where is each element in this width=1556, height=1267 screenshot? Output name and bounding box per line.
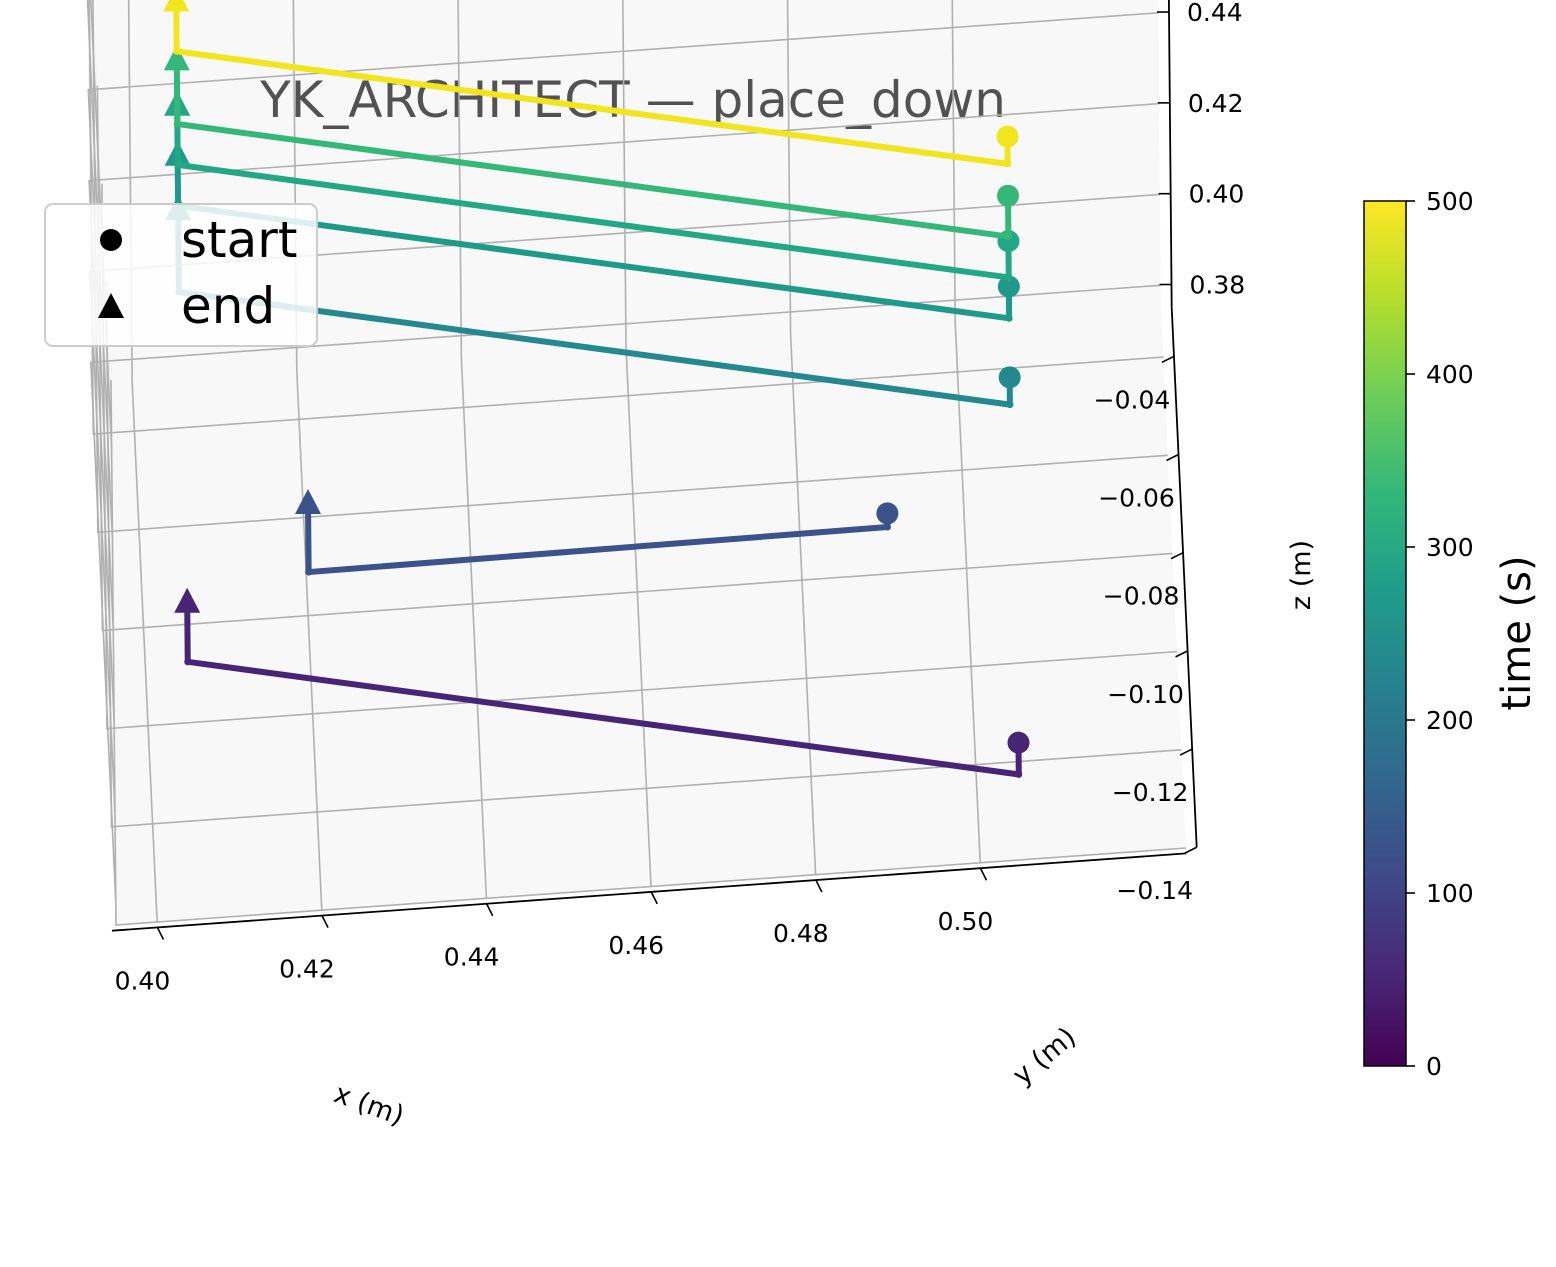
end-marker: [163, 0, 190, 12]
z-gridline: [86, 0, 114, 539]
x-gridline: [786, 0, 817, 875]
x-tick-label: 0.40: [115, 966, 171, 995]
start-marker: [997, 275, 1020, 298]
end-marker: [295, 488, 322, 514]
start-marker: [876, 502, 899, 525]
colorbar-tick-label: 200: [1426, 706, 1474, 735]
colorbar-tick-label: 500: [1426, 187, 1474, 216]
z-tick-label: 0.42: [1188, 89, 1244, 118]
trajectory-line: [174, 152, 1013, 322]
x-tick: [650, 891, 658, 905]
legend: start end: [44, 203, 318, 347]
x-axis-label: x (m): [330, 1078, 408, 1132]
axes-panes: [87, 0, 1186, 925]
trajectory-vertex: [1006, 401, 1014, 409]
x-tick-label: 0.42: [279, 955, 335, 984]
legend-label-end: end: [181, 277, 275, 335]
y-tick-label: −0.04: [1094, 385, 1171, 414]
x-tick-label: 0.44: [444, 943, 500, 972]
end-marker: [174, 587, 201, 613]
tick-marks: [156, 11, 1198, 940]
colorbar-gradient: [1363, 200, 1407, 1067]
x-gridline: [457, 0, 488, 899]
start-marker: [998, 366, 1021, 389]
y-tick: [1170, 551, 1184, 560]
x-gridline: [127, 0, 158, 923]
trajectory-line: [173, 57, 1012, 240]
y-gridline: [88, 0, 1164, 435]
colorbar-tick-label: 300: [1426, 533, 1474, 562]
z-axis-line: [1167, 0, 1173, 308]
y-gridline: [110, 379, 1187, 926]
z-axis-label: z (m): [1286, 540, 1317, 610]
end-marker-icon: [98, 293, 124, 318]
start-marker: [996, 125, 1019, 148]
colorbar: 0 100 200 300 400 500 time (s): [1363, 187, 1540, 1081]
y-axis-label: y (m): [1007, 1021, 1082, 1091]
trajectory-line: [174, 102, 1012, 281]
trajectory-vertex: [173, 47, 181, 55]
y-tick-label: −0.10: [1107, 680, 1184, 709]
y-gridline: [105, 281, 1182, 828]
trajectory-vertex: [883, 523, 891, 531]
y-tick-label: −0.14: [1116, 876, 1193, 905]
start-marker: [997, 184, 1020, 207]
y-tick: [1166, 453, 1179, 462]
trajectory-vertex: [1004, 233, 1012, 241]
trajectory-vertex: [305, 568, 313, 576]
trajectory-vertex: [1005, 273, 1013, 281]
trajectory-vertex: [174, 161, 182, 169]
y-tick-label: −0.08: [1103, 582, 1180, 611]
z-tick-label: 0.38: [1189, 271, 1245, 300]
y-tick-label: −0.06: [1098, 484, 1175, 513]
y-tick: [1179, 748, 1193, 756]
z-tick-label: 0.40: [1189, 180, 1245, 209]
start-marker: [1007, 731, 1030, 754]
trajectory-vertex: [1004, 160, 1012, 168]
colorbar-tick-label: 400: [1426, 360, 1474, 389]
y-gridline: [92, 0, 1168, 534]
x-tick: [156, 927, 165, 940]
x-tick: [321, 915, 329, 928]
colorbar-label: time (s): [1494, 555, 1540, 710]
y-gridline: [101, 183, 1177, 730]
z-gridline: [87, 11, 1159, 630]
z-gridline: [89, 284, 1161, 903]
x-gridline: [951, 0, 982, 863]
colorbar-tick-label: 100: [1426, 879, 1474, 908]
trajectory-vertex: [184, 658, 192, 666]
x-tick-label: 0.46: [608, 931, 664, 960]
y-tick: [1184, 846, 1198, 854]
y-tick: [1161, 355, 1175, 364]
trajectory-vertex: [173, 120, 181, 128]
x-tick: [485, 903, 494, 917]
end-marker: [163, 45, 190, 71]
x-tick: [979, 867, 988, 881]
y-axis-line: [1170, 307, 1198, 848]
grid-lines: [86, 0, 1187, 926]
z-tick-label: 0.44: [1187, 0, 1243, 27]
trajectory-vertex: [1015, 770, 1023, 778]
y-tick: [1175, 650, 1188, 658]
legend-label-start: start: [181, 211, 297, 269]
x-tick: [815, 879, 823, 893]
axis-lines: [111, 0, 1198, 932]
x-gridline: [622, 0, 652, 887]
trajectory-line: [184, 599, 1022, 778]
z-gridline: [88, 102, 1160, 721]
y-tick-label: −0.12: [1112, 778, 1189, 807]
trajectory-vertex: [1005, 314, 1013, 322]
start-marker-icon: [100, 229, 122, 251]
trajectory-line: [173, 0, 1011, 167]
tick-labels: 0.40 0.42 0.44 0.46 0.48 0.50 −0.14 −0.12 −0.10 −…: [115, 0, 1246, 995]
x-gridline: [292, 0, 323, 911]
x-axis-line: [111, 852, 1187, 932]
x-tick-label: 0.50: [938, 907, 994, 936]
x-tick-label: 0.48: [773, 919, 829, 948]
colorbar-tick-label: 0: [1426, 1052, 1442, 1081]
